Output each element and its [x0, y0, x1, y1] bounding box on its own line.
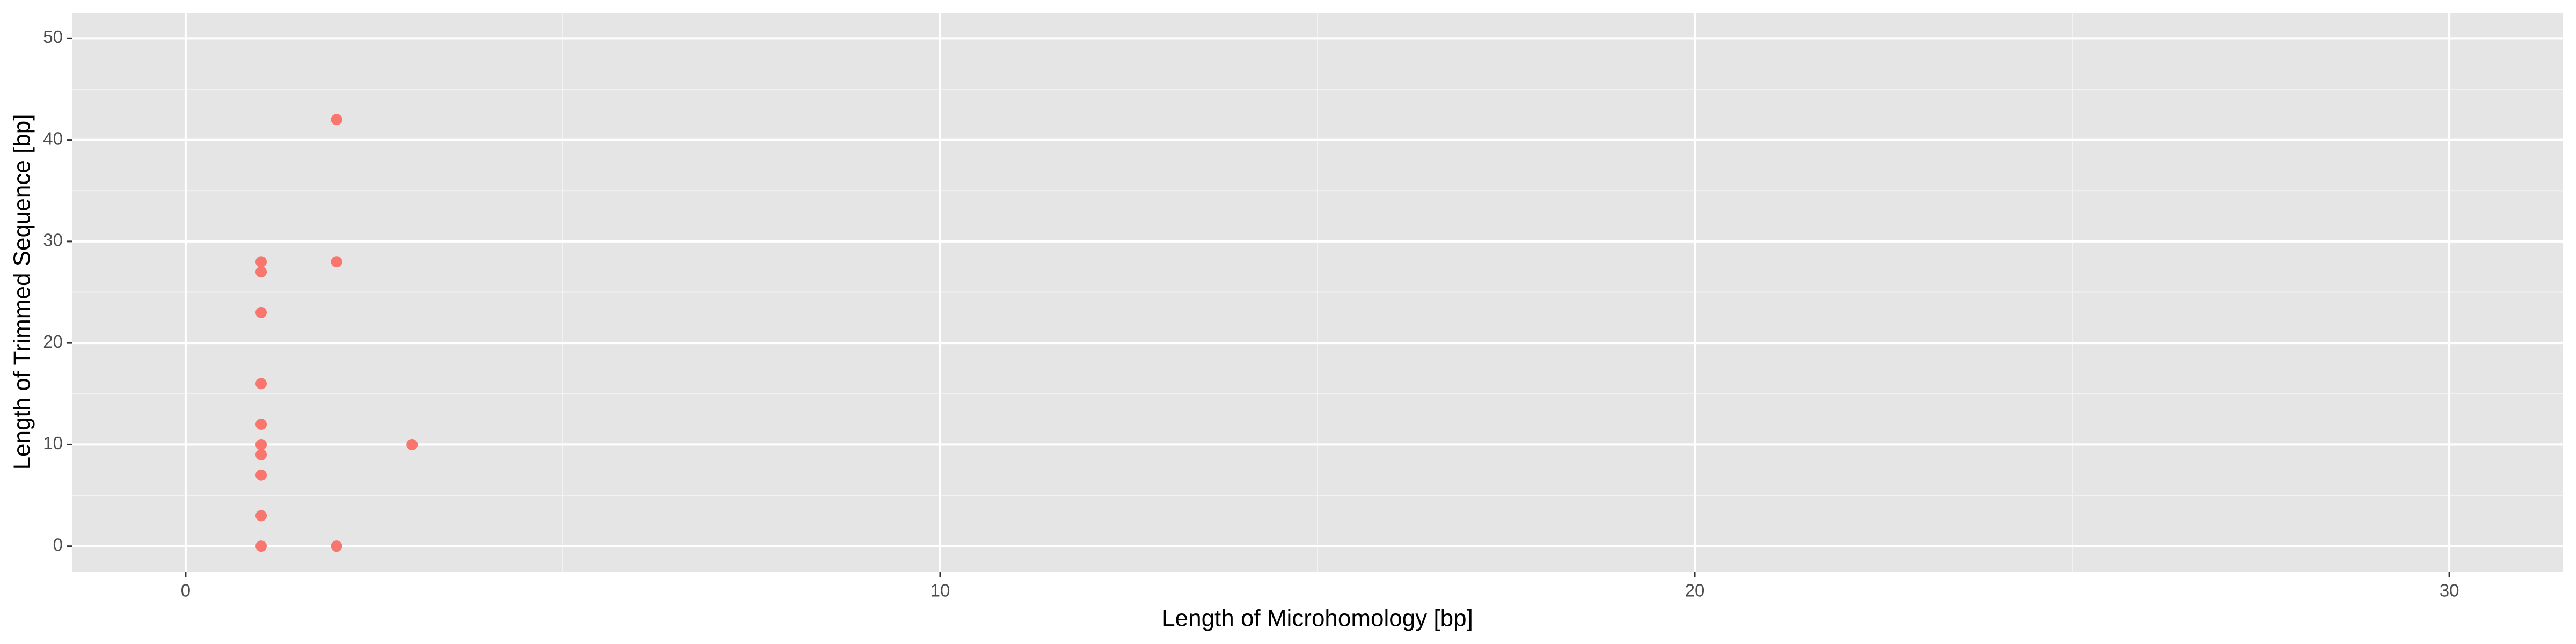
point	[255, 449, 267, 460]
y-tick-label: 0	[53, 535, 63, 554]
point	[255, 419, 267, 430]
y-tick-label: 10	[43, 433, 63, 453]
x-tick-label: 20	[1685, 581, 1705, 601]
point	[331, 114, 342, 126]
point	[255, 469, 267, 481]
y-axis-title: Length of Trimmed Sequence [bp]	[9, 114, 35, 470]
y-tick-label: 40	[43, 128, 63, 148]
point	[255, 266, 267, 278]
point	[255, 438, 267, 450]
point	[406, 438, 418, 450]
minor-grid	[72, 13, 2563, 572]
point	[255, 256, 267, 268]
point	[331, 540, 342, 552]
y-tick-label: 50	[43, 27, 63, 47]
point	[255, 540, 267, 552]
points	[255, 114, 418, 552]
x-tick-label: 10	[931, 581, 950, 601]
point	[255, 306, 267, 318]
point	[255, 510, 267, 522]
point	[331, 256, 342, 268]
point	[255, 378, 267, 390]
y-tick-label: 30	[43, 230, 63, 250]
x-tick-label: 30	[2440, 581, 2460, 601]
major-grid	[72, 13, 2563, 572]
x-tick-label: 0	[181, 581, 191, 601]
y-tick-label: 20	[43, 332, 63, 352]
x-axis-title: Length of Microhomology [bp]	[1162, 605, 1473, 632]
